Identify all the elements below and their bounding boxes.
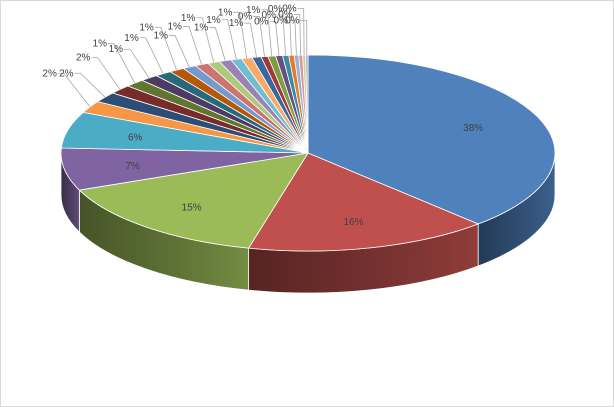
leader-line-9 (124, 48, 150, 79)
leader-line-23 (283, 8, 292, 56)
leader-line-25 (293, 14, 302, 56)
leader-line-17 (233, 11, 248, 59)
leader-line-8 (108, 43, 136, 84)
data-label-5: 2% (42, 68, 57, 79)
data-label-8: 1% (93, 39, 108, 50)
data-label-0: 38% (463, 123, 483, 134)
data-label-14: 1% (181, 13, 196, 24)
leader-line-12 (169, 35, 190, 68)
data-label-26: 0% (282, 4, 297, 15)
data-label-9: 1% (109, 44, 124, 55)
data-label-17: 1% (218, 7, 233, 18)
data-label-2: 15% (182, 202, 202, 213)
leader-line-24 (289, 20, 297, 56)
data-label-11: 1% (139, 22, 154, 33)
leader-line-21 (269, 20, 280, 56)
leader-line-14 (196, 17, 215, 63)
leader-line-20 (261, 9, 273, 57)
pie-slice-1 (247, 152, 480, 252)
data-label-27: 0% (285, 16, 300, 27)
leader-line-16 (221, 19, 237, 60)
leader-line-19 (253, 16, 265, 57)
pie-slice-3 (60, 147, 309, 191)
label-leader-lines (57, 8, 308, 108)
pie-slice-2 (78, 152, 309, 249)
data-label-4: 6% (128, 132, 143, 143)
pie-slice-0 (307, 54, 556, 225)
leader-line-5 (57, 72, 91, 108)
data-label-15: 1% (194, 23, 209, 34)
leader-line-18 (244, 22, 257, 58)
leader-line-6 (74, 72, 106, 98)
data-label-18: 1% (229, 18, 244, 29)
leader-line-15 (209, 27, 226, 61)
data-label-3: 7% (125, 161, 140, 172)
data-label-7: 2% (76, 53, 91, 64)
leader-line-7 (91, 57, 121, 90)
data-label-10: 1% (124, 33, 139, 44)
data-label-13: 1% (167, 21, 182, 32)
data-label-20: 1% (246, 5, 261, 16)
data-label-16: 1% (206, 15, 221, 26)
data-label-19: 0% (238, 11, 253, 22)
data-label-22: 0% (261, 10, 276, 21)
data-label-24: 0% (274, 16, 289, 27)
leader-line-13 (182, 26, 203, 65)
leader-line-27 (300, 20, 308, 56)
leader-line-10 (139, 37, 164, 74)
data-label-6: 2% (59, 68, 74, 79)
data-labels: 38%16%15%7%6%2% 2%2%1%1%1%1%1%1%1%1%1%1%1… (42, 4, 483, 229)
data-label-12: 1% (154, 31, 169, 42)
leader-line-22 (276, 14, 286, 56)
data-label-23: 0% (268, 4, 283, 15)
data-label-1: 16% (343, 217, 363, 228)
data-label-21: 0% (254, 16, 269, 27)
data-label-25: 0% (278, 10, 293, 21)
pie-top-faces (60, 54, 556, 252)
leader-line-11 (154, 26, 177, 71)
pie-side-walls (60, 152, 556, 294)
leader-line-26 (297, 8, 305, 56)
